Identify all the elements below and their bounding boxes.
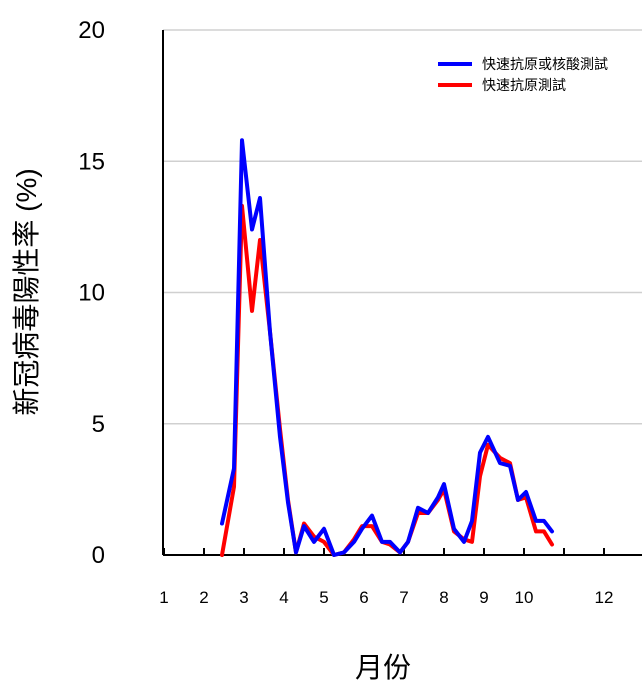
y-tick-label-5: 5: [92, 411, 105, 438]
x-axis-ticks: 1 2 3 4 5 6 7 8 9 10 12: [159, 548, 613, 607]
series-line-2: [220, 203, 554, 557]
y-axis-title: 新冠病毒陽性率 (%): [11, 168, 42, 415]
x-tick-label-2: 2: [199, 588, 208, 607]
y-tick-label-15: 15: [78, 148, 105, 175]
x-tick-label-5: 5: [319, 588, 328, 607]
series-line-1: [220, 138, 554, 557]
y-tick-label-20: 20: [78, 17, 105, 44]
y-axis-ticks: 0 5 10 15 20: [78, 17, 105, 569]
x-tick-label-10: 10: [515, 588, 534, 607]
series-lines: [220, 138, 554, 557]
x-axis-title: 月份: [355, 652, 411, 683]
x-tick-label-7: 7: [399, 588, 408, 607]
x-tick-label-1: 1: [159, 588, 168, 607]
legend-label-2: 快速抗原測試: [482, 77, 566, 93]
x-tick-label-9: 9: [479, 588, 488, 607]
x-tick-label-12: 12: [595, 588, 614, 607]
legend-label-1: 快速抗原或核酸測試: [482, 56, 608, 72]
x-tick-label-4: 4: [279, 588, 288, 607]
y-tick-label-0: 0: [92, 542, 105, 569]
x-tick-label-3: 3: [239, 588, 248, 607]
x-tick-label-8: 8: [439, 588, 448, 607]
x-tick-label-6: 6: [359, 588, 368, 607]
y-tick-label-10: 10: [78, 280, 105, 307]
axes: [162, 30, 642, 556]
